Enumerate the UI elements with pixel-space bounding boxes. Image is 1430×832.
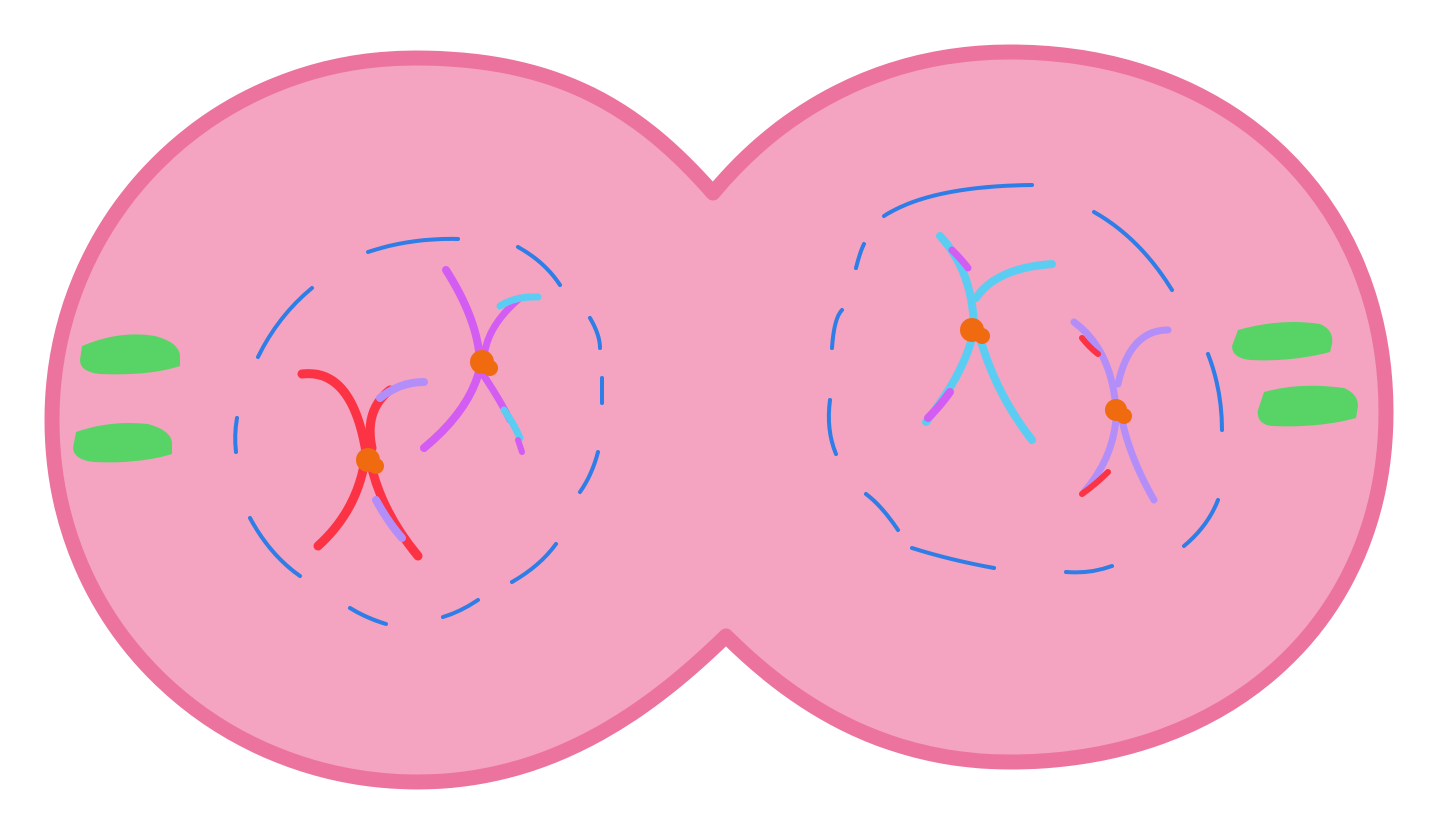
lavender-chromatid-arm-2 <box>1114 326 1172 388</box>
lavender-chromosome-pair <box>1070 318 1172 504</box>
cyan-crossover-segment-bottom <box>924 388 954 422</box>
lavender-chromatid-arm-4 <box>1118 416 1158 504</box>
nuclear-envelope-left <box>233 236 604 626</box>
centriole-right-bottom <box>1257 385 1358 427</box>
cyan-chromosome-pair <box>922 232 1056 444</box>
left-daughter-cell <box>73 236 604 626</box>
red-crossover-segment-top <box>376 378 428 402</box>
magenta-crossover-segment-bottom <box>500 406 524 442</box>
red-crossover-segment-bottom <box>372 496 406 542</box>
cyan-chromatid-arm-1 <box>936 232 978 330</box>
magenta-crossover-segment-top <box>496 293 542 310</box>
lavender-crossover-segment-top <box>1079 335 1101 357</box>
dividing-cell-membrane <box>44 44 1394 790</box>
red-chromatid-arm-1 <box>297 369 371 457</box>
cyan-chromatid-arm-2 <box>972 260 1056 302</box>
magenta-chromatid-arm-2 <box>420 364 484 452</box>
right-daughter-cell <box>826 183 1358 575</box>
centriole-right-top <box>1232 322 1333 361</box>
nuclear-envelope-right <box>826 183 1224 575</box>
lavender-chromatid-arm-1 <box>1070 318 1120 414</box>
cyan-chromatid-arm-4 <box>976 334 1036 444</box>
red-chromosome-pair <box>297 369 428 561</box>
centriole-left-bottom <box>73 423 172 463</box>
cyan-crossover-segment-top <box>948 246 972 272</box>
lavender-crossover-segment-bottom <box>1079 469 1111 497</box>
centriole-left-top <box>80 334 180 375</box>
magenta-chromosome-pair <box>420 266 542 455</box>
